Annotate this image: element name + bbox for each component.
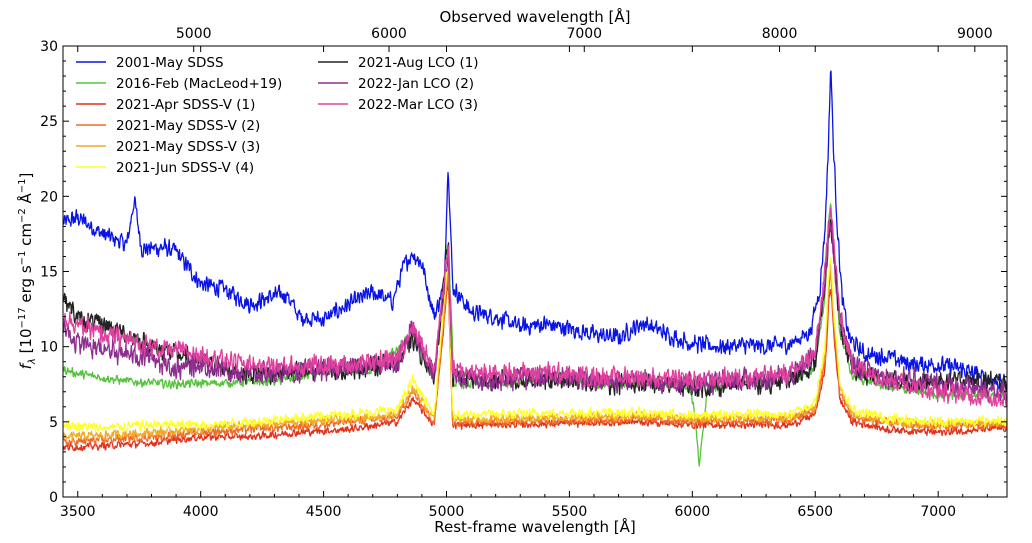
x-tick-label: 5500 (552, 504, 588, 520)
legend-entry-label: 2021-Aug LCO (1) (358, 55, 479, 71)
x-tick-label: 6000 (675, 504, 711, 520)
series-line-1 (63, 70, 1007, 391)
axis-ticks: 3500 4000 4500 5000 5500 6000 6500 7000 5000 6000… (40, 26, 1007, 520)
y-tick-label: 20 (40, 189, 58, 205)
legend-entry-label: 2021-May SDSS-V (2) (116, 118, 260, 134)
legend-entry-label: 2021-Apr SDSS-V (1) (116, 97, 255, 113)
bottom-axis-label: Rest-frame wavelength [Å] (434, 517, 635, 536)
legend: 2001-May SDSS 2016-Feb (MacLeod+19) 2021-A… (76, 55, 479, 176)
y-axis-label: fλ [10−17 erg s−1 cm−2 Å−1] (16, 173, 38, 370)
series-line-9 (63, 207, 1007, 407)
y-tick-label: 10 (40, 340, 58, 356)
x-tick-label: 4500 (306, 504, 342, 520)
y-tick-label: 15 (40, 265, 58, 281)
legend-entry-label: 2021-May SDSS-V (3) (116, 139, 260, 155)
x-tick-label: 5000 (429, 504, 465, 520)
x-tick-label: 4000 (183, 504, 219, 520)
x2-tick-label: 8000 (762, 26, 798, 42)
x2-tick-label: 6000 (371, 26, 407, 42)
y-tick-label: 0 (49, 490, 58, 506)
y-tick-label: 5 (49, 415, 58, 431)
x2-tick-label: 5000 (176, 26, 212, 42)
top-axis-label: Observed wavelength [Å] (439, 7, 630, 26)
legend-entry-label: 2016-Feb (MacLeod+19) (116, 76, 282, 92)
legend-entry-label: 2022-Mar LCO (3) (358, 97, 478, 113)
x-tick-label: 6500 (797, 504, 833, 520)
series-line-6 (63, 257, 1007, 433)
series-line-4 (63, 271, 1007, 448)
legend-entry-label: 2021-Jun SDSS-V (4) (116, 160, 254, 176)
x-tick-label: 7000 (920, 504, 956, 520)
legend-entry-label: 2001-May SDSS (116, 55, 224, 71)
y-tick-label: 25 (40, 114, 58, 130)
x2-tick-label: 9000 (957, 26, 993, 42)
spectra-layer (63, 70, 1007, 467)
x-tick-label: 3500 (60, 504, 96, 520)
legend-entry-label: 2022-Jan LCO (2) (358, 76, 474, 92)
x2-tick-label: 7000 (566, 26, 602, 42)
y-tick-label: 30 (40, 39, 58, 55)
